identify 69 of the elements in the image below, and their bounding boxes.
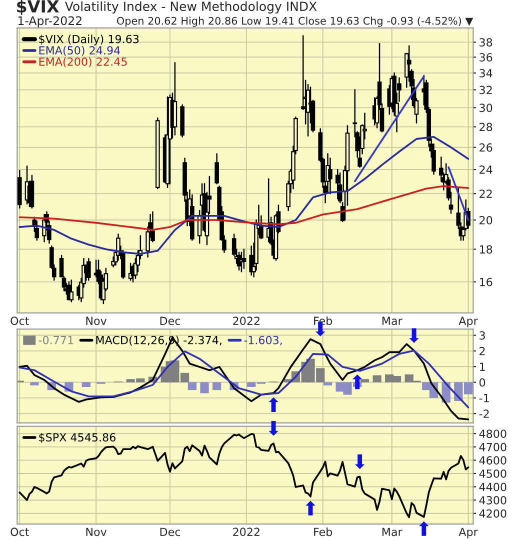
y-tick-label: -2 bbox=[479, 410, 489, 418]
x-tick-label: Apr bbox=[458, 528, 478, 538]
y-tick-label: 36 bbox=[480, 53, 492, 62]
y-tick-label: 4300 bbox=[479, 496, 506, 504]
annotation: ⬇ bbox=[409, 328, 419, 343]
x-tick-label: Nov bbox=[86, 528, 107, 536]
y-tick-label: 4700 bbox=[479, 442, 506, 452]
y-tick-label: 16 bbox=[480, 278, 492, 286]
candlestick bbox=[69, 280, 74, 302]
x-tick-label: Dec bbox=[160, 316, 180, 326]
text: Open 20.62 High 20.86 Low 19.41 Close 19.63 Chg -0.93 (-4.52%) ▼ bbox=[117, 16, 474, 27]
bar bbox=[323, 382, 332, 386]
annotation: ⬇ bbox=[354, 454, 365, 470]
y-tick-label: 3 bbox=[480, 331, 485, 340]
x-tick-label: Feb bbox=[314, 527, 332, 536]
legend-label: -1.603, bbox=[244, 336, 282, 346]
y-tick-label: 18 bbox=[480, 245, 492, 254]
line-series bbox=[18, 136, 470, 255]
y-tick-label: 2 bbox=[480, 346, 485, 356]
y-tick-label: 32 bbox=[480, 86, 492, 94]
x-tick-label: 2022 bbox=[233, 528, 260, 536]
legend-label: $VIX (Daily) 19.63 bbox=[39, 34, 139, 46]
y-tick-label: 22 bbox=[480, 190, 492, 198]
x-tick-label: Oct bbox=[10, 528, 29, 536]
legend-label: EMA(200) 22.45 bbox=[39, 57, 127, 68]
y-tick-label: 4200 bbox=[479, 509, 506, 518]
y-tick-label: 1 bbox=[480, 362, 485, 371]
y-tick-label: 38 bbox=[480, 38, 492, 47]
candlestick bbox=[214, 153, 219, 184]
bar bbox=[82, 382, 90, 387]
y-tick-label: 4600 bbox=[479, 456, 506, 465]
annotation: ⬆ bbox=[306, 500, 316, 516]
y-tick-label: 34 bbox=[480, 68, 492, 78]
y-tick-label: 24 bbox=[480, 165, 492, 174]
annotation: ⬆ bbox=[268, 397, 278, 412]
bar bbox=[188, 382, 196, 390]
x-tick-label: 2022 bbox=[233, 316, 260, 326]
bar bbox=[360, 379, 370, 382]
chart-title: $VIX bbox=[17, 0, 59, 15]
y-tick-label: 4500 bbox=[479, 469, 506, 478]
candlestick bbox=[34, 220, 40, 241]
y-tick-label: 20 bbox=[480, 216, 492, 224]
bar bbox=[212, 382, 222, 390]
y-tick-label: -1 bbox=[479, 394, 489, 402]
x-tick-label: Mar bbox=[382, 316, 402, 326]
x-tick-label: Oct bbox=[10, 316, 29, 326]
x-tick-label: Mar bbox=[382, 528, 402, 536]
x-tick-label: Dec bbox=[160, 528, 180, 536]
annotation: ⬇ bbox=[268, 421, 278, 436]
bar bbox=[372, 375, 382, 382]
y-tick-label: 26 bbox=[480, 143, 492, 152]
y-tick-label: 30 bbox=[480, 104, 492, 112]
annotation: ⬆ bbox=[352, 374, 362, 390]
legend-label: EMA(50) 24.94 bbox=[39, 46, 120, 56]
candlestick bbox=[111, 256, 116, 268]
bar bbox=[200, 382, 209, 394]
candlestick bbox=[335, 168, 340, 200]
annotation: ⬆ bbox=[419, 521, 429, 536]
chart-subtitle: Volatility Index - New Methodology INDX bbox=[64, 1, 317, 14]
y-tick-label: 4400 bbox=[479, 482, 506, 492]
y-tick-label: 28 bbox=[480, 122, 492, 132]
y-tick-label: 4800 bbox=[479, 430, 506, 438]
legend-label: $SPX 4545.86 bbox=[39, 432, 116, 444]
x-tick-label: Apr bbox=[458, 316, 478, 328]
x-tick-label: Nov bbox=[86, 316, 107, 326]
y-tick-label: 0 bbox=[479, 378, 486, 387]
bar bbox=[30, 382, 39, 386]
legend-label: -0.771 bbox=[38, 336, 74, 344]
text: 1-Apr-2022 bbox=[18, 16, 82, 28]
